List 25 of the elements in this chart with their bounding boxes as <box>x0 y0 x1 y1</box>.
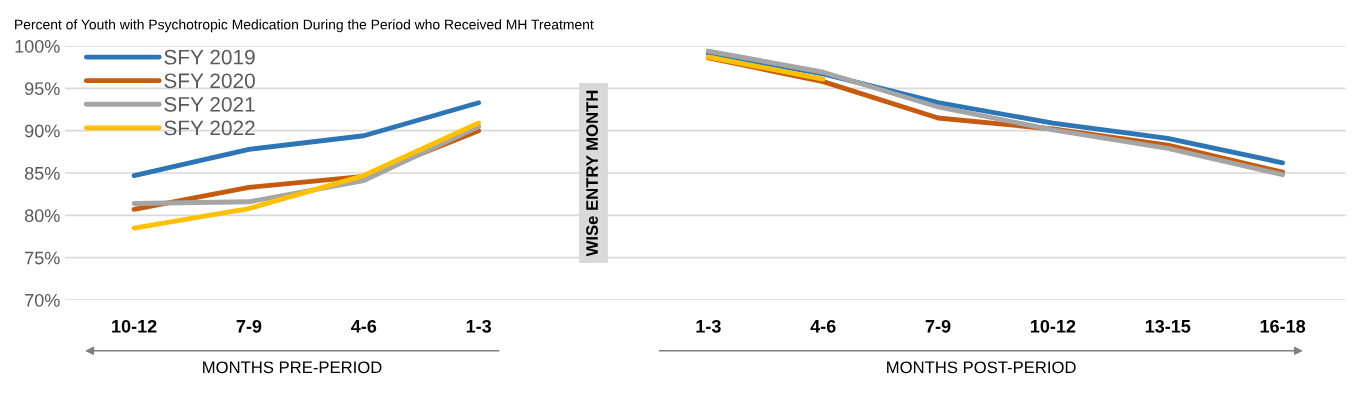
legend-label: SFY 2021 <box>164 96 255 112</box>
x-tick-label: 13-15 <box>1145 319 1191 333</box>
y-tick-label: 90% <box>25 124 60 138</box>
x-tick-label: 1-3 <box>466 319 492 333</box>
text: MONTHS POST-PERIOD <box>887 361 1076 374</box>
x-tick-label: 1-3 <box>696 319 721 333</box>
y-tick-label: 70% <box>25 293 60 307</box>
text: MONTHS PRE-PERIOD <box>203 361 382 374</box>
x-tick-label: 7-9 <box>925 319 951 333</box>
x-tick-label: 7-9 <box>236 319 262 333</box>
y-tick-label: 75% <box>25 251 60 265</box>
x-tick-label: 16-18 <box>1260 319 1306 333</box>
legend-label: SFY 2022 <box>164 120 255 136</box>
y-tick-label: 95% <box>25 82 60 96</box>
x-tick-label: 4-6 <box>351 319 377 333</box>
y-tick-label: 100% <box>15 39 60 53</box>
chart-title: Percent of Youth with Psychotropic Medication During the Period who Received MH Treatment <box>15 19 594 33</box>
y-tick-label: 85% <box>24 166 60 180</box>
x-tick-label: 4-6 <box>810 319 836 333</box>
annotation: WISe ENTRY MONTH <box>586 90 598 257</box>
y-tick-label: 80% <box>24 209 60 223</box>
x-tick-label: 10-12 <box>1030 319 1076 333</box>
legend-label: SFY 2020 <box>164 73 255 89</box>
x-tick-label: 10-12 <box>112 319 157 333</box>
legend-label: SFY 2019 <box>164 49 255 65</box>
